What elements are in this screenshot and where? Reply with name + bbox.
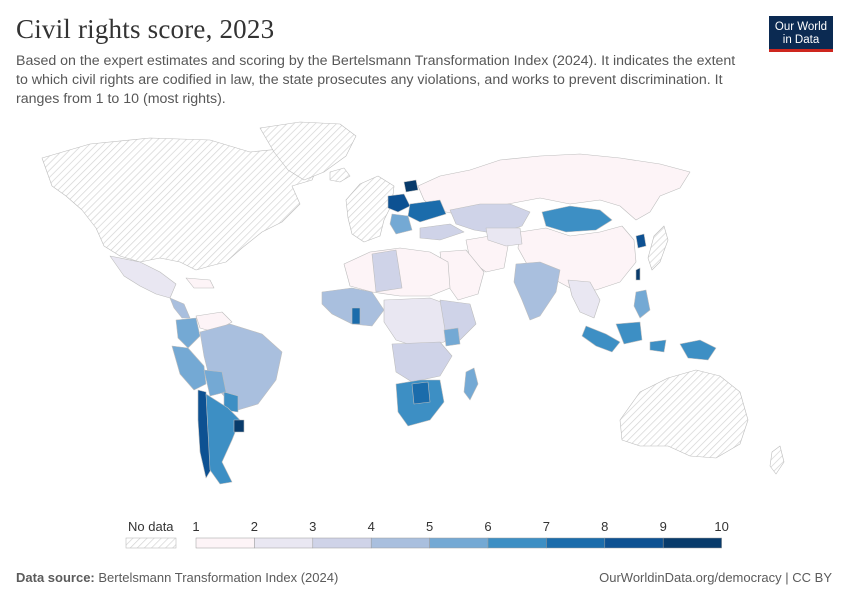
legend-tick-2: 2 <box>251 519 258 534</box>
legend-tick-1: 1 <box>192 519 199 534</box>
region-south-korea[interactable] <box>635 233 647 249</box>
region-paraguay[interactable] <box>223 391 239 413</box>
legend-bin-5[interactable] <box>429 537 489 549</box>
region-brazil[interactable] <box>199 323 283 411</box>
owid-logo[interactable]: Our World in Data <box>769 16 833 52</box>
region-caribbean[interactable] <box>185 277 215 289</box>
region-madagascar[interactable] <box>463 367 479 401</box>
legend-bin-8[interactable] <box>604 537 664 549</box>
region-papua-new-guinea[interactable] <box>679 339 717 361</box>
region-philippines[interactable] <box>633 289 651 319</box>
logo-line-1: Our World <box>774 21 828 33</box>
region-poland[interactable] <box>387 193 411 213</box>
legend-bin-3[interactable] <box>312 537 372 549</box>
legend-no-data-swatch <box>125 537 177 549</box>
logo-line-2: in Data <box>782 34 820 46</box>
region-peru[interactable] <box>171 345 207 391</box>
region-balkans[interactable] <box>389 213 413 235</box>
color-legend: No data 1 2 3 4 5 6 7 8 9 10 <box>125 519 729 549</box>
region-uruguay[interactable] <box>233 419 245 433</box>
region-colombia[interactable] <box>175 317 201 349</box>
legend-bin-4[interactable] <box>370 537 430 549</box>
legend-bin-2[interactable] <box>254 537 314 549</box>
region-bolivia[interactable] <box>203 369 227 397</box>
legend-bin-1[interactable] <box>195 537 255 549</box>
legend-no-data-label: No data <box>128 519 174 534</box>
legend-tick-4: 4 <box>368 519 375 534</box>
legend-tick-10: 10 <box>714 519 728 534</box>
region-central-africa[interactable] <box>383 297 461 349</box>
region-botswana[interactable] <box>411 381 431 405</box>
region-turkey[interactable] <box>419 223 465 241</box>
region-mexico[interactable] <box>109 255 177 299</box>
legend-tick-3: 3 <box>309 519 316 534</box>
region-southern-africa-north[interactable] <box>391 341 453 383</box>
footer-link[interactable]: OurWorldinData.org/democracy | CC BY <box>599 570 832 585</box>
region-ukraine[interactable] <box>407 199 447 223</box>
region-indonesia[interactable] <box>581 321 667 353</box>
footer-source: Data source: Bertelsmann Transformation … <box>16 570 338 585</box>
region-estonia[interactable] <box>403 179 419 193</box>
region-india[interactable] <box>513 261 561 321</box>
region-ghana[interactable] <box>351 307 361 325</box>
source-label: Data source: <box>16 570 95 585</box>
region-north-america[interactable] <box>41 137 321 271</box>
chart-title: Civil rights score, 2023 <box>16 14 275 44</box>
legend-tick-5: 5 <box>426 519 433 534</box>
legend-bin-6[interactable] <box>487 537 547 549</box>
source-value[interactable]: Bertelsmann Transformation Index (2024) <box>98 570 339 585</box>
region-southeast-asia[interactable] <box>567 279 601 319</box>
region-new-zealand[interactable] <box>769 445 785 475</box>
region-australia[interactable] <box>619 369 749 459</box>
region-central-america[interactable] <box>169 297 191 319</box>
legend-bin-9[interactable] <box>662 537 722 549</box>
region-west-africa[interactable] <box>321 287 385 327</box>
legend-bin-7[interactable] <box>546 537 606 549</box>
world-map <box>41 121 785 485</box>
region-japan[interactable] <box>647 225 669 271</box>
legend-tick-9: 9 <box>660 519 667 534</box>
region-greenland[interactable] <box>259 121 357 181</box>
region-central-asia[interactable] <box>485 227 523 247</box>
region-algeria[interactable] <box>371 249 403 293</box>
region-iceland[interactable] <box>329 167 351 183</box>
legend-tick-8: 8 <box>601 519 608 534</box>
region-argentina[interactable] <box>205 393 241 485</box>
region-mongolia[interactable] <box>541 205 613 233</box>
region-taiwan[interactable] <box>635 267 641 281</box>
chart-subtitle: Based on the expert estimates and scorin… <box>16 53 736 107</box>
region-kazakhstan[interactable] <box>449 203 531 235</box>
legend-tick-6: 6 <box>484 519 491 534</box>
region-western-europe[interactable] <box>345 175 395 243</box>
region-kenya[interactable] <box>443 327 461 347</box>
legend-tick-7: 7 <box>543 519 550 534</box>
